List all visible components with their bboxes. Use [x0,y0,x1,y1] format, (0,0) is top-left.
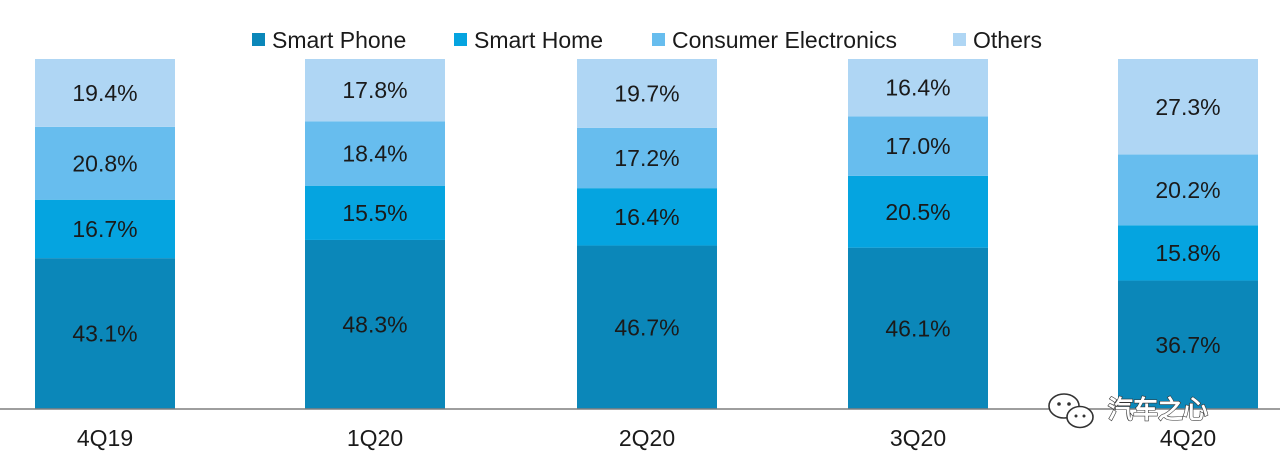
x-tick-1q20: 1Q20 [347,425,403,451]
data-label-smart-phone-4q20: 36.7% [1155,332,1220,358]
data-label-consumer-electronics-4q20: 20.2% [1155,177,1220,203]
data-label-others-2q20: 19.7% [614,80,679,106]
bars: 43.1% 16.7% 20.8% 19.4% 48.3% 15.5% 18.4% 17.8%… [35,59,1258,409]
legend-swatch-others [953,33,966,46]
legend-swatch-consumer-electronics [652,33,665,46]
x-tick-3q20: 3Q20 [890,425,946,451]
x-tick-2q20: 2Q20 [619,425,675,451]
data-label-smart-home-4q20: 15.8% [1155,240,1220,266]
bar-smart-home-1q20 [305,185,445,240]
bar-consumer-electronics-4q20 [1118,154,1258,226]
data-label-consumer-electronics-3q20: 17.0% [885,133,950,159]
bar-others-4q20 [1118,59,1258,155]
legend-label-smart-phone: Smart Phone [272,27,406,53]
bar-smart-home-4q20 [1118,225,1258,281]
bar-consumer-electronics-1q20 [305,121,445,186]
bar-others-3q20 [848,59,988,117]
data-label-smart-phone-2q20: 46.7% [614,314,679,340]
x-tick-4q19: 4Q19 [77,425,133,451]
bar-smart-phone-2q20 [577,245,717,409]
data-label-smart-phone-3q20: 46.1% [885,315,950,341]
data-label-smart-home-4q19: 16.7% [72,216,137,242]
data-label-smart-home-1q20: 15.5% [342,200,407,226]
data-label-others-1q20: 17.8% [342,77,407,103]
legend-label-others: Others [973,27,1042,53]
legend-item-smart-home: Smart Home [454,27,603,53]
bar-consumer-electronics-4q19 [35,126,175,200]
wechat-icon [1048,393,1094,429]
bar-others-2q20 [577,59,717,128]
bar-smart-home-3q20 [848,175,988,248]
watermark-text: 汽车之心 [1108,395,1208,424]
bar-smart-phone-4q19 [35,258,175,409]
legend-item-smart-phone: Smart Phone [252,27,406,53]
legend-swatch-smart-phone [252,33,265,46]
legend-label-smart-home: Smart Home [474,27,603,53]
data-label-smart-phone-4q19: 43.1% [72,321,137,347]
bar-smart-phone-1q20 [305,239,445,409]
data-label-smart-phone-1q20: 48.3% [342,311,407,337]
bar-smart-home-2q20 [577,188,717,246]
x-tick-4q20: 4Q20 [1160,425,1216,451]
legend: Smart Phone Smart Home Consumer Electronic… [252,27,1042,53]
legend-item-consumer-electronics: Consumer Electronics [652,27,897,53]
bar-consumer-electronics-2q20 [577,127,717,189]
data-label-smart-home-3q20: 20.5% [885,199,950,225]
bar-others-4q19 [35,59,175,127]
watermark: 汽车之心 [1048,393,1209,429]
data-label-others-4q20: 27.3% [1155,94,1220,120]
legend-swatch-smart-home [454,33,467,46]
bar-consumer-electronics-3q20 [848,116,988,176]
legend-item-others: Others [953,27,1042,53]
legend-label-consumer-electronics: Consumer Electronics [672,27,897,53]
bar-smart-home-4q19 [35,199,175,259]
data-label-consumer-electronics-1q20: 18.4% [342,141,407,167]
data-label-consumer-electronics-2q20: 17.2% [614,145,679,171]
bar-smart-phone-4q20 [1118,280,1258,409]
bar-others-1q20 [305,59,445,122]
data-label-others-3q20: 16.4% [885,75,950,101]
data-label-others-4q19: 19.4% [72,80,137,106]
data-label-consumer-electronics-4q19: 20.8% [72,150,137,176]
x-axis-ticks: 4Q19 1Q20 2Q20 3Q20 4Q20 [77,425,1216,451]
data-label-smart-home-2q20: 16.4% [614,204,679,230]
bar-smart-phone-3q20 [848,247,988,409]
